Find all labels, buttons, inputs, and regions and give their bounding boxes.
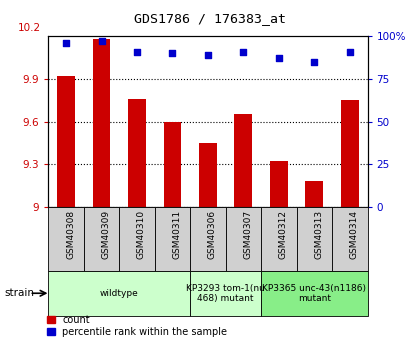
Text: wildtype: wildtype <box>100 289 139 298</box>
Point <box>240 49 247 55</box>
Point <box>134 49 140 55</box>
Bar <box>128 99 146 207</box>
FancyBboxPatch shape <box>48 207 84 271</box>
FancyBboxPatch shape <box>190 271 261 316</box>
Legend: count, percentile rank within the sample: count, percentile rank within the sample <box>47 315 227 337</box>
FancyBboxPatch shape <box>261 207 297 271</box>
FancyBboxPatch shape <box>297 207 332 271</box>
Bar <box>234 115 252 207</box>
Text: KP3365 unc-43(n1186)
mutant: KP3365 unc-43(n1186) mutant <box>262 284 366 303</box>
Bar <box>305 181 323 207</box>
Point <box>346 49 353 55</box>
Text: GSM40306: GSM40306 <box>208 210 217 259</box>
Bar <box>199 143 217 207</box>
Text: 10.2: 10.2 <box>18 23 41 33</box>
Text: GSM40310: GSM40310 <box>137 210 146 259</box>
Bar <box>270 161 288 207</box>
Text: GSM40312: GSM40312 <box>279 210 288 259</box>
Text: GSM40314: GSM40314 <box>350 210 359 259</box>
Point <box>205 52 211 58</box>
Text: GSM40313: GSM40313 <box>314 210 323 259</box>
Point <box>276 56 282 61</box>
Text: GSM40311: GSM40311 <box>173 210 181 259</box>
Point <box>169 50 176 56</box>
Text: GSM40307: GSM40307 <box>243 210 252 259</box>
Text: KP3293 tom-1(nu
468) mutant: KP3293 tom-1(nu 468) mutant <box>186 284 265 303</box>
FancyBboxPatch shape <box>226 207 261 271</box>
Text: GDS1786 / 176383_at: GDS1786 / 176383_at <box>134 12 286 25</box>
FancyBboxPatch shape <box>155 207 190 271</box>
Point <box>98 39 105 44</box>
FancyBboxPatch shape <box>119 207 155 271</box>
FancyBboxPatch shape <box>48 271 190 316</box>
Text: strain: strain <box>4 288 34 298</box>
Text: GSM40309: GSM40309 <box>102 210 110 259</box>
FancyBboxPatch shape <box>190 207 226 271</box>
Point <box>311 59 318 65</box>
Bar <box>93 39 110 207</box>
Bar <box>163 121 181 207</box>
FancyBboxPatch shape <box>84 207 119 271</box>
FancyBboxPatch shape <box>261 271 368 316</box>
Bar <box>57 76 75 207</box>
FancyBboxPatch shape <box>332 207 368 271</box>
Text: GSM40308: GSM40308 <box>66 210 75 259</box>
Bar <box>341 100 359 207</box>
Point <box>63 40 69 46</box>
